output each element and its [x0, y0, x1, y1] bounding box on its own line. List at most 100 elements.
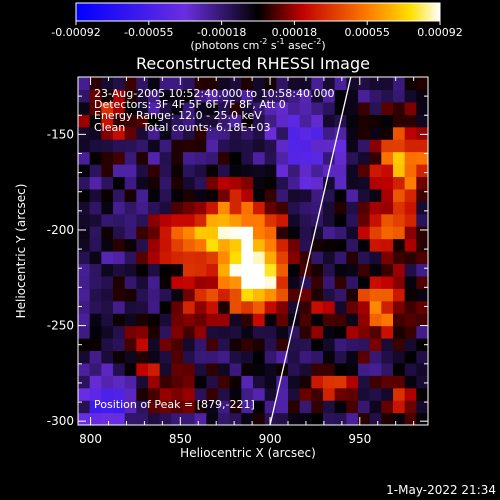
heatmap-cell: [148, 151, 161, 165]
heatmap-cell: [171, 275, 184, 289]
heatmap-cell: [89, 300, 102, 314]
heatmap-cell: [311, 263, 324, 277]
heatmap-cell: [148, 139, 161, 153]
heatmap-cell: [136, 412, 149, 425]
heatmap-cell: [206, 300, 219, 314]
y-tick-label: -300: [47, 414, 74, 428]
heatmap-cell: [113, 151, 126, 165]
heatmap-cell: [159, 387, 172, 401]
colorbar-tick-label: 0.00092: [417, 26, 463, 39]
heatmap-cell: [89, 213, 102, 227]
heatmap-cell: [264, 338, 277, 352]
heatmap-cell: [171, 126, 184, 140]
heatmap-cell: [194, 387, 207, 401]
heatmap-cell: [253, 226, 266, 240]
heatmap-cell: [183, 400, 196, 414]
heatmap-cell: [381, 238, 394, 252]
heatmap-cell: [288, 251, 301, 265]
heatmap-cell: [78, 176, 91, 190]
heatmap-cell: [288, 188, 301, 202]
heatmap-cell: [346, 288, 359, 302]
heatmap-cell: [101, 325, 114, 339]
heatmap-cell: [206, 263, 219, 277]
heatmap-cell: [136, 164, 149, 178]
heatmap-cell: [393, 126, 406, 140]
heatmap-cell: [276, 188, 289, 202]
heatmap-cell: [78, 412, 91, 425]
heatmap-cell: [113, 362, 126, 376]
heatmap-cell: [78, 114, 91, 128]
heatmap-cell: [288, 101, 301, 115]
heatmap-cell: [136, 213, 149, 227]
heatmap-cell: [299, 313, 312, 327]
heatmap-cell: [311, 275, 324, 289]
heatmap-cell: [358, 101, 371, 115]
heatmap-cell: [369, 288, 382, 302]
heatmap-cell: [159, 400, 172, 414]
heatmap-cell: [194, 275, 207, 289]
heatmap-cell: [229, 313, 242, 327]
heatmap-cell: [78, 89, 91, 103]
heatmap-cell: [253, 275, 266, 289]
heatmap-cell: [148, 325, 161, 339]
heatmap-cell: [113, 89, 126, 103]
heatmap-cell: [381, 101, 394, 115]
heatmap-cell: [183, 251, 196, 265]
heatmap-cell: [241, 387, 254, 401]
heatmap-cell: [323, 350, 336, 364]
heatmap-cell: [148, 300, 161, 314]
heatmap-cell: [334, 412, 347, 425]
heatmap-cell: [276, 164, 289, 178]
heatmap-cell: [416, 362, 428, 376]
heatmap-cell: [194, 375, 207, 389]
heatmap-cell: [404, 164, 417, 178]
heatmap-cell: [159, 263, 172, 277]
heatmap-cell: [206, 338, 219, 352]
heatmap-cell: [416, 101, 428, 115]
heatmap-cell: [241, 89, 254, 103]
heatmap-cell: [218, 151, 231, 165]
heatmap-cell: [381, 139, 394, 153]
heatmap-cell: [404, 201, 417, 215]
heatmap-cell: [194, 412, 207, 425]
heatmap-cell: [311, 387, 324, 401]
heatmap-cell: [381, 176, 394, 190]
heatmap-cell: [241, 114, 254, 128]
heatmap-cell: [148, 238, 161, 252]
heatmap-cell: [323, 263, 336, 277]
heatmap-cell: [264, 77, 277, 91]
heatmap-cell: [194, 238, 207, 252]
heatmap-cell: [311, 176, 324, 190]
heatmap-cell: [101, 400, 114, 414]
heatmap-cell: [334, 275, 347, 289]
x-tick-label: 850: [169, 432, 192, 446]
heatmap-cell: [416, 338, 428, 352]
heatmap-cell: [206, 362, 219, 376]
heatmap-cell: [323, 387, 336, 401]
heatmap-cell: [183, 375, 196, 389]
heatmap-cell: [299, 77, 312, 91]
heatmap-cell: [206, 313, 219, 327]
heatmap-cell: [113, 164, 126, 178]
heatmap-cell: [404, 313, 417, 327]
heatmap-cell: [229, 226, 242, 240]
heatmap-cell: [369, 114, 382, 128]
colorbar-tick-label: 0.00055: [344, 26, 390, 39]
heatmap-cell: [183, 350, 196, 364]
heatmap-cell: [78, 139, 91, 153]
heatmap-cell: [264, 362, 277, 376]
heatmap-cell: [253, 350, 266, 364]
heatmap-cell: [136, 338, 149, 352]
heatmap-cell: [78, 151, 91, 165]
heatmap-cell: [334, 251, 347, 265]
heatmap-cell: [241, 251, 254, 265]
heatmap-cell: [334, 325, 347, 339]
heatmap-cell: [78, 188, 91, 202]
heatmap-cell: [288, 338, 301, 352]
heatmap-cell: [276, 338, 289, 352]
heatmap-cell: [171, 151, 184, 165]
heatmap-cell: [101, 238, 114, 252]
heatmap-cell: [346, 263, 359, 277]
heatmap-cell: [323, 313, 336, 327]
heatmap-cell: [101, 151, 114, 165]
